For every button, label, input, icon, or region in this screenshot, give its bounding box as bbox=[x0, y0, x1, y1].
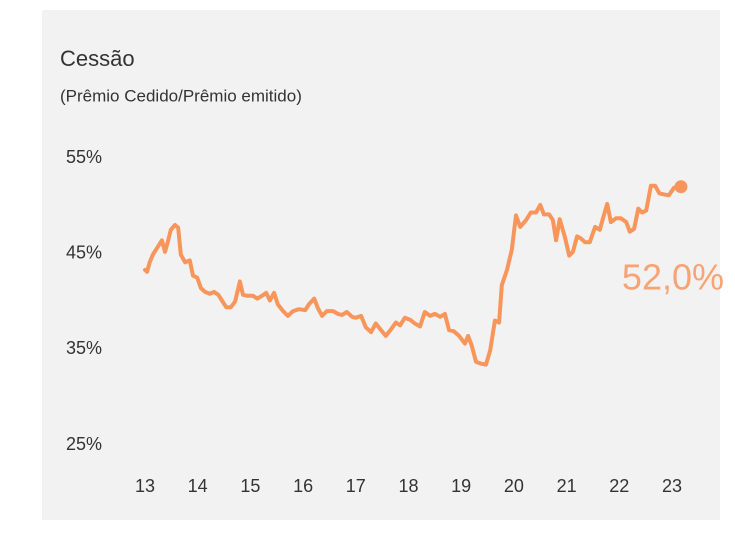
y-tick-label: 35% bbox=[66, 338, 102, 358]
y-tick-label: 25% bbox=[66, 434, 102, 454]
x-tick-label: 14 bbox=[188, 476, 208, 496]
x-tick-label: 15 bbox=[240, 476, 260, 496]
x-tick-label: 19 bbox=[451, 476, 471, 496]
y-tick-label: 45% bbox=[66, 242, 102, 262]
chart-subtitle: (Prêmio Cedido/Prêmio emitido) bbox=[60, 86, 302, 105]
x-tick-label: 17 bbox=[346, 476, 366, 496]
x-tick-label: 16 bbox=[293, 476, 313, 496]
x-tick-label: 20 bbox=[504, 476, 524, 496]
line bbox=[143, 183, 683, 367]
x-tick-label: 23 bbox=[662, 476, 682, 496]
y-tick-label: 55% bbox=[66, 147, 102, 167]
panel bbox=[42, 10, 720, 520]
end-marker bbox=[674, 180, 688, 194]
x-tick-label: 13 bbox=[135, 476, 155, 496]
annotation: 52,0% bbox=[622, 257, 724, 298]
x-tick-label: 21 bbox=[557, 476, 577, 496]
x-tick-label: 18 bbox=[398, 476, 418, 496]
chart-title: Cessão bbox=[60, 46, 135, 71]
x-tick-label: 22 bbox=[609, 476, 629, 496]
